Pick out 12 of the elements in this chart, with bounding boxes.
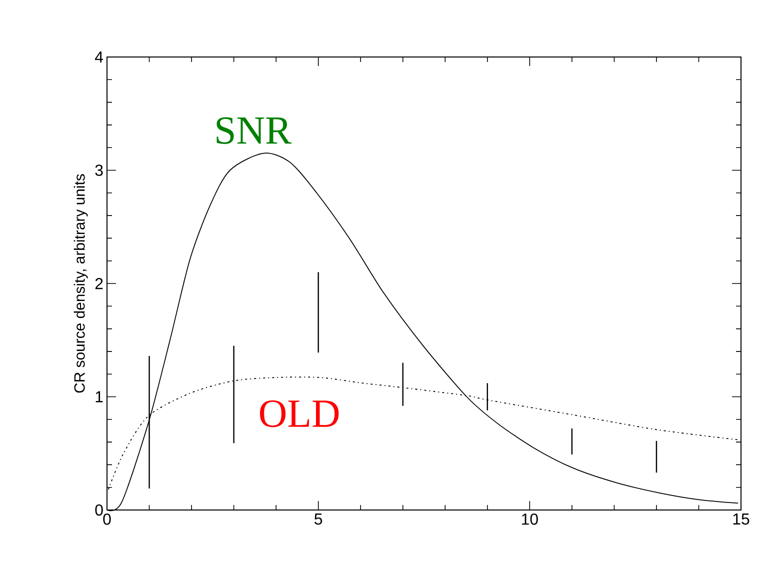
series-label: SNR bbox=[216, 117, 292, 144]
x-tick-label: 0 bbox=[103, 514, 111, 525]
y-tick-label: 1 bbox=[96, 391, 103, 402]
y-tick-label: 2 bbox=[95, 278, 103, 290]
x-tick-label: 5 bbox=[314, 514, 322, 525]
y-tick-label: 3 bbox=[95, 164, 103, 176]
x-tick-label: 15 bbox=[733, 514, 750, 525]
y-tick-label: 4 bbox=[94, 52, 104, 62]
series-label: OLD bbox=[260, 400, 339, 428]
y-tick-label: 0 bbox=[95, 504, 103, 516]
y-axis-title: CR source density, arbitrary units bbox=[74, 174, 88, 393]
x-tick-label: 10 bbox=[522, 514, 538, 525]
